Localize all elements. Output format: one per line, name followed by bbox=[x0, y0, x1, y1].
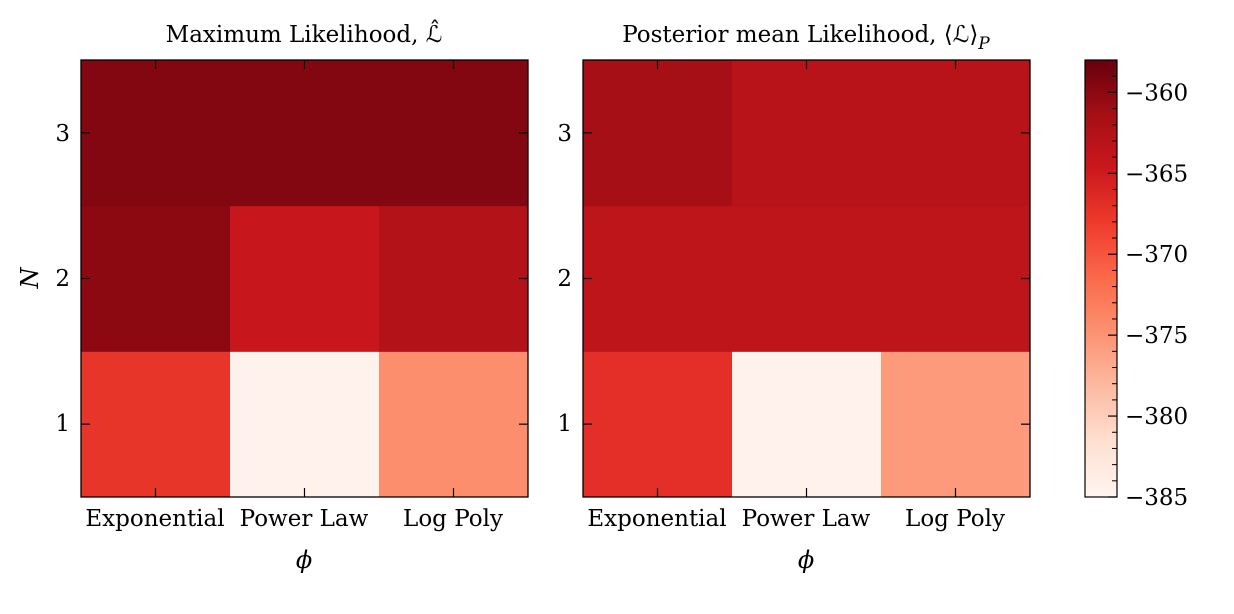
y-tick-label: 2 bbox=[557, 266, 572, 292]
heatmap-cell bbox=[230, 351, 380, 498]
colorbar-tick-label: −365 bbox=[1125, 161, 1188, 187]
heatmap-panel-max-likelihood: Maximum Likelihood, ℒ̂ 1 2 3 Exponential… bbox=[16, 20, 529, 574]
heatmap-cell bbox=[230, 60, 380, 207]
y-tick-label: 1 bbox=[55, 411, 70, 437]
colorbar-tick-label: −370 bbox=[1125, 242, 1188, 268]
heatmap-cell bbox=[583, 60, 733, 207]
colorbar: −360 −365 −370 −375 −380 −385 bbox=[1084, 59, 1188, 511]
heatmap-cell bbox=[732, 351, 882, 498]
y-tick-label: 1 bbox=[557, 411, 572, 437]
heatmap-cell bbox=[881, 205, 1031, 352]
heatmap-cell bbox=[81, 351, 231, 498]
heatmap-panel-posterior-mean: Posterior mean Likelihood, ⟨ℒ⟩P 1 2 3 Ex… bbox=[557, 22, 1031, 574]
heatmap-cell bbox=[81, 205, 231, 352]
colorbar-tick-label: −375 bbox=[1125, 323, 1188, 349]
panel-title: Maximum Likelihood, ℒ̂ bbox=[166, 20, 443, 48]
x-tick-label: Log Poly bbox=[403, 506, 503, 532]
heatmap-cell bbox=[379, 351, 529, 498]
x-tick-label: Power Law bbox=[742, 506, 871, 532]
heatmap-cell bbox=[230, 205, 380, 352]
y-axis-label: N bbox=[16, 267, 44, 290]
heatmap-cells bbox=[80, 59, 529, 498]
heatmap-cell bbox=[81, 60, 231, 207]
x-tick-label: Exponential bbox=[587, 506, 726, 532]
y-tick-labels: 1 2 3 bbox=[557, 121, 572, 437]
x-tick-label: Power Law bbox=[240, 506, 369, 532]
heatmap-cell bbox=[732, 205, 882, 352]
x-tick-label: Log Poly bbox=[905, 506, 1005, 532]
colorbar-tick-label: −380 bbox=[1125, 404, 1188, 430]
heatmap-cell bbox=[881, 351, 1031, 498]
x-tick-labels: Exponential Power Law Log Poly bbox=[85, 506, 503, 532]
heatmap-cells bbox=[582, 59, 1031, 498]
heatmap-cell bbox=[732, 60, 882, 207]
heatmap-cell bbox=[583, 205, 733, 352]
heatmap-cell bbox=[379, 205, 529, 352]
colorbar-ticks: −360 −365 −370 −375 −380 −385 bbox=[1108, 59, 1188, 511]
colorbar-gradient bbox=[1084, 59, 1118, 498]
heatmap-cell bbox=[583, 351, 733, 498]
panel-title: Posterior mean Likelihood, ⟨ℒ⟩P bbox=[622, 22, 990, 54]
colorbar-tick-label: −385 bbox=[1125, 485, 1188, 511]
x-axis-label: ϕ bbox=[798, 546, 814, 574]
x-axis-label: ϕ bbox=[296, 546, 312, 574]
y-tick-label: 2 bbox=[55, 266, 70, 292]
heatmap-cell bbox=[379, 60, 529, 207]
y-tick-label: 3 bbox=[557, 121, 572, 147]
heatmap-cell bbox=[881, 60, 1031, 207]
y-tick-label: 3 bbox=[55, 121, 70, 147]
y-tick-labels: 1 2 3 bbox=[55, 121, 70, 437]
x-tick-label: Exponential bbox=[85, 506, 224, 532]
x-tick-labels: Exponential Power Law Log Poly bbox=[587, 506, 1005, 532]
colorbar-tick-label: −360 bbox=[1125, 80, 1188, 106]
